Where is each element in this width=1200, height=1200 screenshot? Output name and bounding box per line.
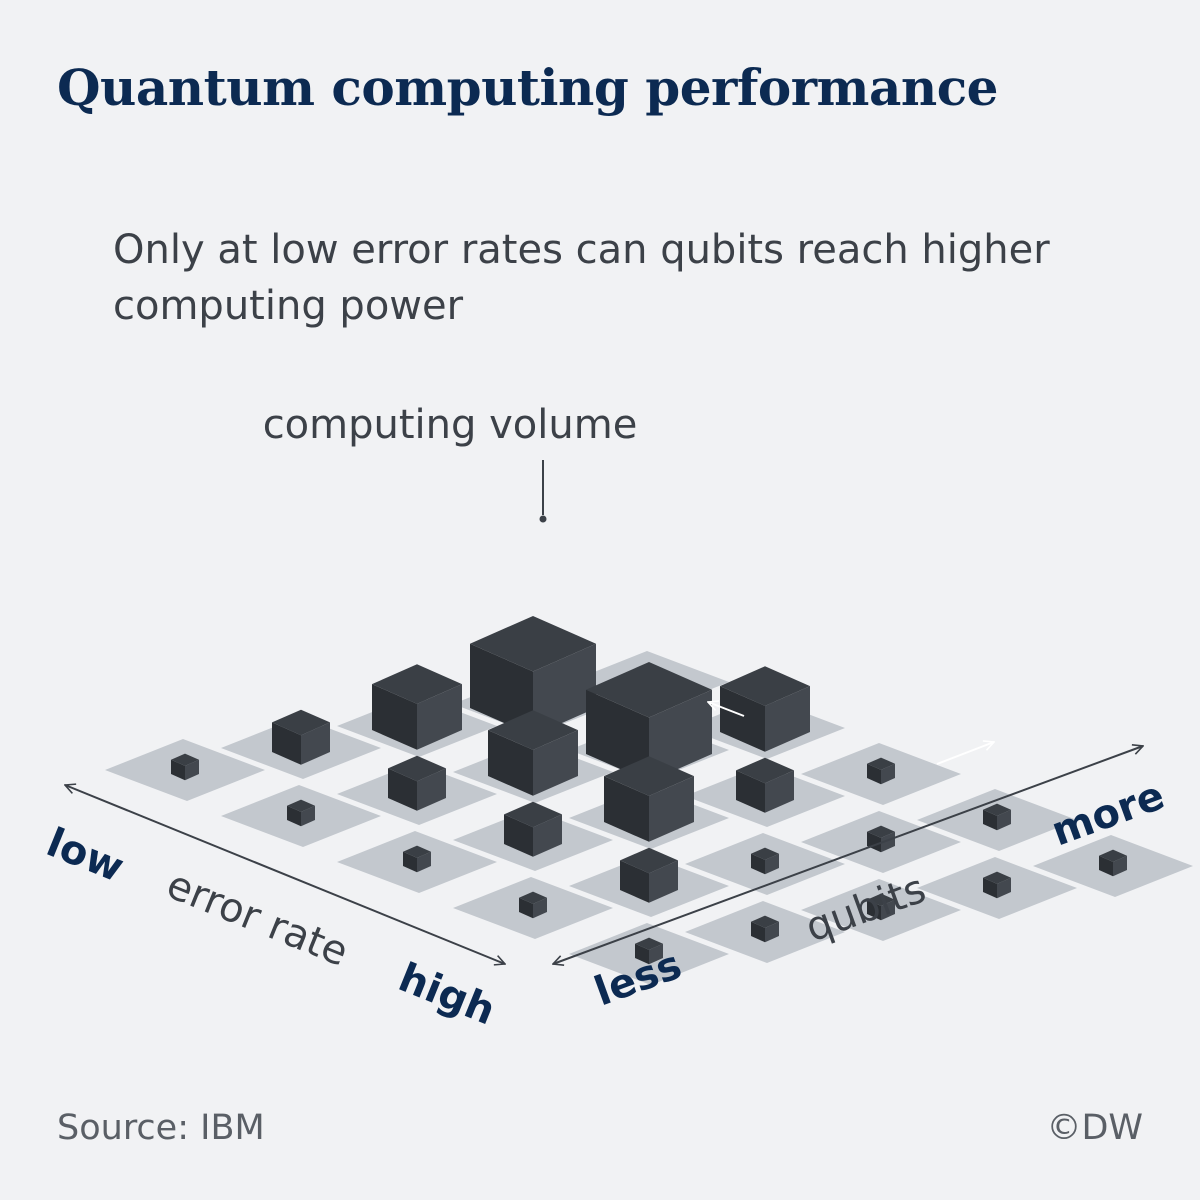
cube-top-face [388, 755, 446, 782]
cube-top-face [372, 664, 462, 704]
cube-right-face [765, 686, 810, 752]
cube-left-face [372, 684, 417, 750]
credit-label: ©DW [1046, 1108, 1143, 1148]
right-flow-arrow [936, 742, 994, 765]
computing-volume-cube [470, 616, 596, 736]
error-rate-high-label: high [392, 955, 501, 1035]
cube-right-face [301, 722, 330, 765]
cube-top-face [488, 710, 578, 750]
cube-top-face [504, 801, 562, 828]
cube-left-face [519, 897, 533, 919]
cube-top-face [519, 891, 547, 904]
cube-top-face [272, 709, 330, 736]
page-title: Quantum computing performance [57, 58, 998, 117]
cube-left-face [171, 759, 185, 781]
cube-left-face [488, 730, 533, 796]
cube-right-face [533, 643, 596, 736]
cube-top-face [720, 666, 810, 706]
callout-leader-dot [539, 515, 547, 523]
cube-left-face [720, 686, 765, 752]
computing-volume-cube [372, 664, 462, 750]
callout-label: computing volume [263, 402, 638, 448]
cube-top-face [470, 616, 596, 672]
cube-right-face [185, 759, 199, 781]
cube-left-face [504, 814, 533, 857]
qubits-axis [553, 746, 1143, 964]
cube-right-face [417, 684, 462, 750]
error-rate-axis-label: error rate [160, 862, 354, 976]
cube-right-face [533, 897, 547, 919]
computing-volume-cube [519, 891, 547, 919]
computing-volume-cube [272, 709, 330, 765]
qubits-axis-label: qubits [800, 866, 932, 952]
error-rate-axis [65, 785, 505, 964]
source-label: Source: IBM [57, 1108, 265, 1148]
cube-top-face [586, 662, 712, 718]
cube-left-face [272, 722, 301, 765]
computing-volume-cube [171, 753, 199, 781]
computing-volume-cube [720, 666, 810, 752]
error-rate-low-label: low [40, 820, 130, 892]
cube-top-face [171, 753, 199, 766]
left-flow-arrow [708, 702, 745, 717]
subtitle: Only at low error rates can qubits reach… [113, 227, 1050, 329]
cube-left-face [470, 643, 533, 736]
